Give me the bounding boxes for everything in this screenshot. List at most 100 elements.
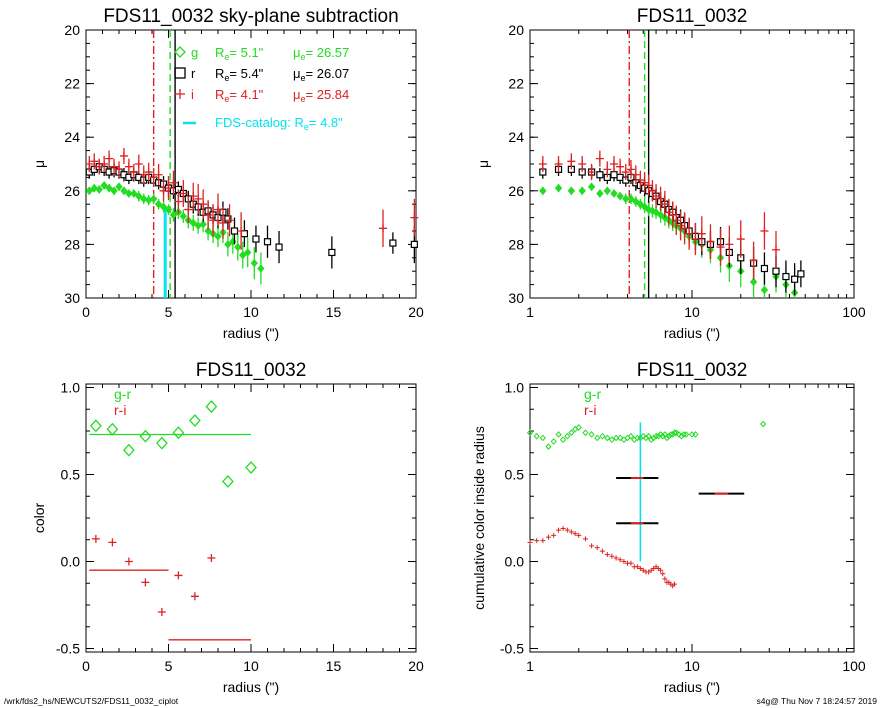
data-point <box>172 426 185 440</box>
data-point <box>609 160 618 168</box>
x-tick-label: 0 <box>82 304 90 320</box>
data-point <box>154 199 163 209</box>
data-point <box>791 275 799 283</box>
data-point <box>95 162 104 171</box>
data-point <box>685 229 694 238</box>
legend-re-value: Re= 4.1" <box>215 87 264 104</box>
data-point <box>533 432 540 440</box>
data-point <box>594 545 600 551</box>
data-point <box>527 539 533 545</box>
data-point <box>199 200 208 209</box>
data-point <box>648 206 657 216</box>
data-point <box>545 443 552 450</box>
data-point <box>237 227 246 235</box>
data-point <box>526 429 534 437</box>
x-tick-label: 10 <box>243 304 259 320</box>
data-point <box>129 168 138 177</box>
series-i <box>527 525 678 589</box>
series-g <box>90 400 257 488</box>
data-point <box>692 431 699 438</box>
legend-band-label: i <box>191 87 194 102</box>
data-point <box>578 160 587 168</box>
legend-re-value: Re= 5.1" <box>215 45 264 62</box>
data-point <box>760 420 767 428</box>
x-tick-label: 20 <box>408 304 424 320</box>
data-point <box>621 559 627 565</box>
data-point <box>616 191 624 201</box>
data-point <box>257 264 265 273</box>
data-point <box>706 237 715 246</box>
data-point <box>124 162 133 171</box>
chart-panel-tl: FDS11_0032 sky-plane subtraction radius (… <box>31 6 424 341</box>
data-point <box>587 168 596 177</box>
data-point <box>610 189 618 198</box>
data-point <box>174 571 183 580</box>
data-point <box>410 240 418 248</box>
data-point <box>648 186 657 195</box>
data-point <box>149 173 158 182</box>
data-point <box>588 431 595 438</box>
data-point <box>680 224 689 233</box>
y-axis-label: color <box>31 502 47 533</box>
data-point <box>771 245 780 254</box>
data-point <box>578 186 586 196</box>
data-point <box>644 181 653 190</box>
data-point <box>626 165 635 174</box>
data-point <box>179 189 188 198</box>
chart-title: FDS11_0032 <box>637 6 748 27</box>
y-tick-label: 0.0 <box>61 554 81 570</box>
data-point <box>760 285 769 295</box>
data-point <box>672 581 678 587</box>
data-point <box>164 205 173 214</box>
x-axis-label: radius (") <box>664 325 720 341</box>
data-point <box>672 216 681 225</box>
data-point <box>554 160 563 168</box>
data-point <box>124 557 133 566</box>
data-point <box>691 235 700 244</box>
y-tick-label: 30 <box>508 290 524 306</box>
data-point <box>587 182 596 192</box>
data-point <box>145 195 153 205</box>
data-point <box>564 432 571 440</box>
legend-symbol <box>174 67 186 79</box>
data-point <box>539 434 546 442</box>
data-point <box>576 532 582 538</box>
data-point <box>650 434 657 442</box>
data-point <box>772 267 780 275</box>
data-point <box>675 431 682 438</box>
y-tick-label: 1.0 <box>505 379 525 395</box>
data-point <box>716 243 725 252</box>
data-point <box>157 607 166 616</box>
data-point <box>85 160 94 168</box>
data-point <box>149 194 158 204</box>
legend-label: r-i <box>584 402 596 418</box>
data-point <box>108 538 117 547</box>
data-point <box>797 270 805 278</box>
legend-symbol <box>175 89 185 99</box>
data-point <box>234 242 242 252</box>
data-point <box>90 157 99 166</box>
data-point <box>120 186 128 196</box>
y-tick-label: 22 <box>508 76 524 92</box>
data-point <box>139 429 152 443</box>
data-point <box>230 227 239 235</box>
data-point <box>205 400 218 414</box>
x-tick-label: 100 <box>842 658 866 674</box>
y-axis-label: μ <box>475 160 491 168</box>
data-point <box>95 185 103 194</box>
x-tick-label: 5 <box>165 658 173 674</box>
data-point <box>551 532 557 538</box>
data-point <box>169 210 178 220</box>
data-point <box>655 432 662 440</box>
y-tick-label: 0.0 <box>505 554 525 570</box>
data-point <box>410 213 419 222</box>
series-g <box>526 420 767 450</box>
data-point <box>616 162 625 171</box>
series-g <box>85 181 265 285</box>
data-point <box>604 434 611 442</box>
y-tick-label: 28 <box>508 236 524 252</box>
data-point <box>564 527 570 533</box>
data-point <box>130 189 138 198</box>
